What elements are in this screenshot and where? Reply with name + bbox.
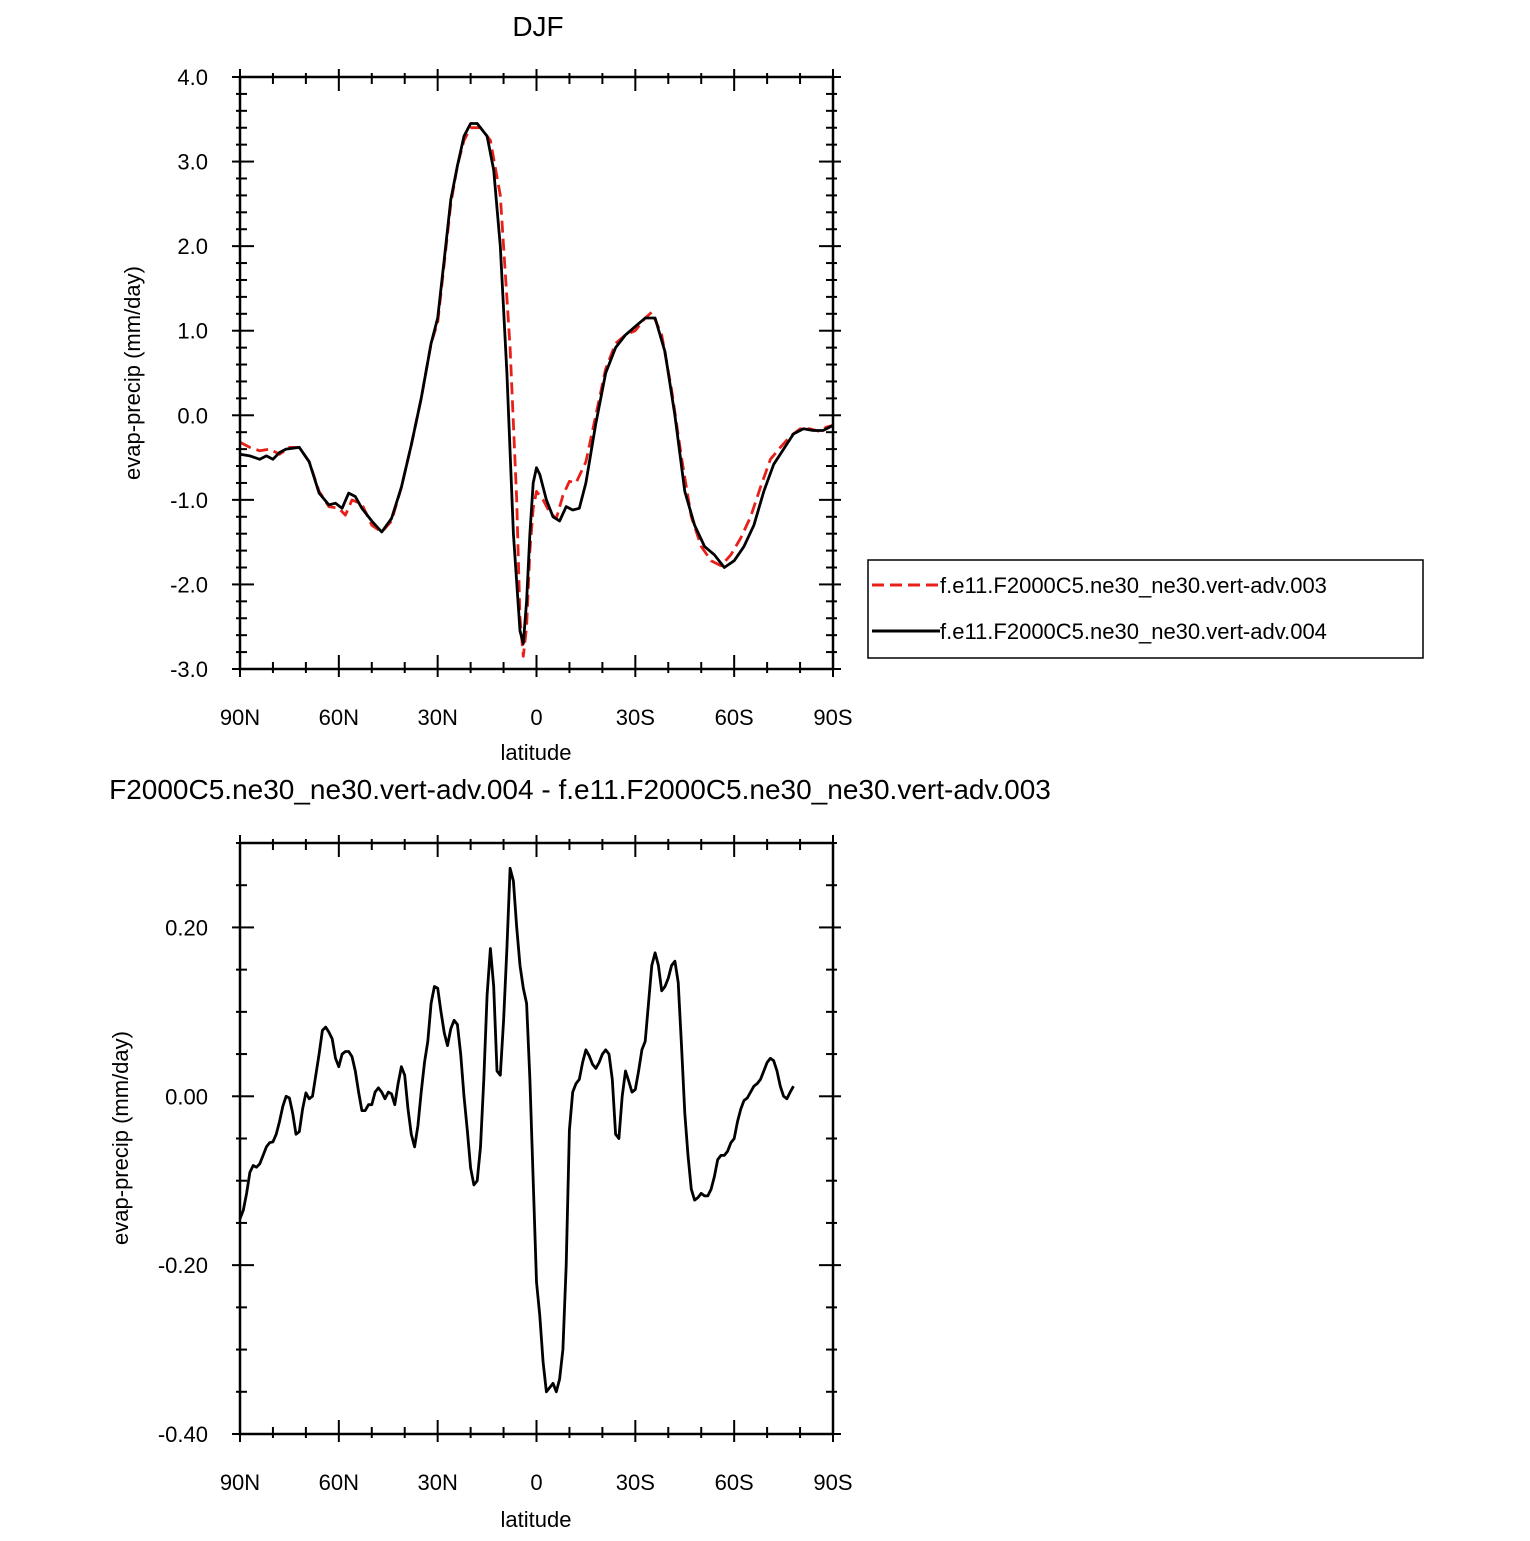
chart1-ytick-label: 0.00 <box>165 1084 208 1109</box>
chart0-ytick-label: 4.0 <box>177 65 208 90</box>
chart1-series-line-1 <box>238 866 795 1394</box>
chart0-ytick-label: 1.0 <box>177 319 208 344</box>
legend-box <box>867 559 1424 659</box>
bottom-chart-marks <box>238 866 795 1394</box>
chart0-series-line-1 <box>239 126 834 658</box>
chart0-ytick-label: -2.0 <box>170 572 208 597</box>
top-chart-title: DJF <box>512 11 563 42</box>
top-chart-ticks: 90N 60N 30N 0 30S 60S 90S -3.0 -2.0 -1.0 0.0 1.0 2.0… <box>170 65 853 730</box>
chart1-xtick-label: 90S <box>813 1470 852 1495</box>
chart0-xtick-label: 30N <box>417 705 457 730</box>
top-chart-frame <box>238 75 835 671</box>
chart1-ytick-label: 0.20 <box>165 915 208 940</box>
chart0-xtick-label: 30S <box>616 705 655 730</box>
chart0-xtick-label: 60N <box>319 705 359 730</box>
bottom-chart-ticks: 90N 60N 30N 0 30S 60S 90S -0.40 -0.20 0.00 0.20 <box>158 835 853 1495</box>
chart0-ytick-label: 2.0 <box>177 234 208 259</box>
bottom-chart-title: F2000C5.ne30_ne30.vert-adv.004 - f.e11.F… <box>109 774 1051 805</box>
legend-label-series-2: f.e11.F2000C5.ne30_ne30.vert-adv.004 <box>940 619 1327 644</box>
chart0-ytick-label: 3.0 <box>177 150 208 175</box>
chart1-xtick-label: 90N <box>220 1470 260 1495</box>
chart0-ytick-label: 0.0 <box>177 403 208 428</box>
chart1-xtick-label: 60S <box>715 1470 754 1495</box>
top-chart-ylabel: evap-precip (mm/day) <box>120 266 145 480</box>
top-chart-marks <box>239 122 834 658</box>
chart1-xtick-label: 30S <box>616 1470 655 1495</box>
chart1-xtick-label: 60N <box>319 1470 359 1495</box>
chart0-xtick-label: 60S <box>715 705 754 730</box>
chart1-ytick-label: -0.20 <box>158 1253 208 1278</box>
chart1-xtick-label: 30N <box>417 1470 457 1495</box>
chart0-xtick-label: 90N <box>220 705 260 730</box>
top-chart-legend: f.e11.F2000C5.ne30_ne30.vert-adv.003 f.e… <box>867 559 1424 659</box>
bottom-chart-frame <box>238 841 835 1436</box>
top-chart-xlabel: latitude <box>501 740 572 765</box>
bottom-chart-xlabel: latitude <box>501 1507 572 1532</box>
chart0-series-line-2 <box>239 122 834 645</box>
chart0-ytick-label: -1.0 <box>170 488 208 513</box>
chart0-ytick-label: -3.0 <box>170 657 208 682</box>
chart1-xtick-label: 0 <box>530 1470 542 1495</box>
chart0-xtick-label: 90S <box>813 705 852 730</box>
legend-label-series-1: f.e11.F2000C5.ne30_ne30.vert-adv.003 <box>940 573 1327 598</box>
chart1-ytick-label: -0.40 <box>158 1422 208 1447</box>
bottom-chart: F2000C5.ne30_ne30.vert-adv.004 - f.e11.F… <box>108 774 1051 1532</box>
chart0-xtick-label: 0 <box>530 705 542 730</box>
bottom-chart-ylabel: evap-precip (mm/day) <box>108 1031 133 1245</box>
top-chart: DJF 90N 60N 30N 0 30S 60S 90S -3.0 -2.0 -1.0 0.0 1.… <box>120 11 1424 765</box>
